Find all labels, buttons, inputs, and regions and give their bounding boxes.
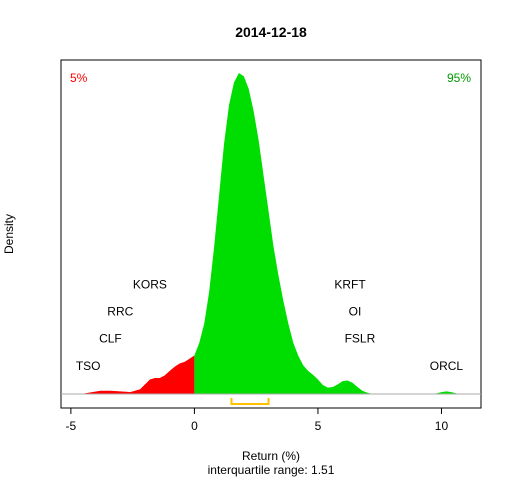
ticker-label: FSLR [345,332,376,346]
ticker-label: RRC [107,304,133,318]
left-percent-label: 5% [70,71,88,85]
chart-title: 2014-12-18 [235,24,307,40]
x-tick-label: 5 [315,419,322,433]
lower-tail-area [80,355,195,394]
ticker-label: KRFT [334,278,366,292]
x-axis-ticks: -5 0 5 10 [66,408,449,433]
iqr-bracket [230,398,270,405]
right-percent-label: 95% [447,71,471,85]
x-tick-label: -5 [66,419,77,433]
x-axis-label: Return (%) [242,449,300,463]
x-tick-label: 0 [191,419,198,433]
y-axis-label: Density [2,214,16,254]
ticker-label: TSO [76,359,101,373]
ticker-label: ORCL [430,359,464,373]
ticker-label: KORS [133,278,167,292]
plot-frame [60,59,482,409]
x-tick-label: 10 [435,419,449,433]
ticker-label: OI [349,304,362,318]
density-body-area [194,73,462,394]
iqr-subtitle: interquartile range: 1.51 [208,463,335,477]
iqr-marker-group [230,398,270,405]
density-area-group [80,73,462,394]
ticker-label: CLF [99,332,122,346]
